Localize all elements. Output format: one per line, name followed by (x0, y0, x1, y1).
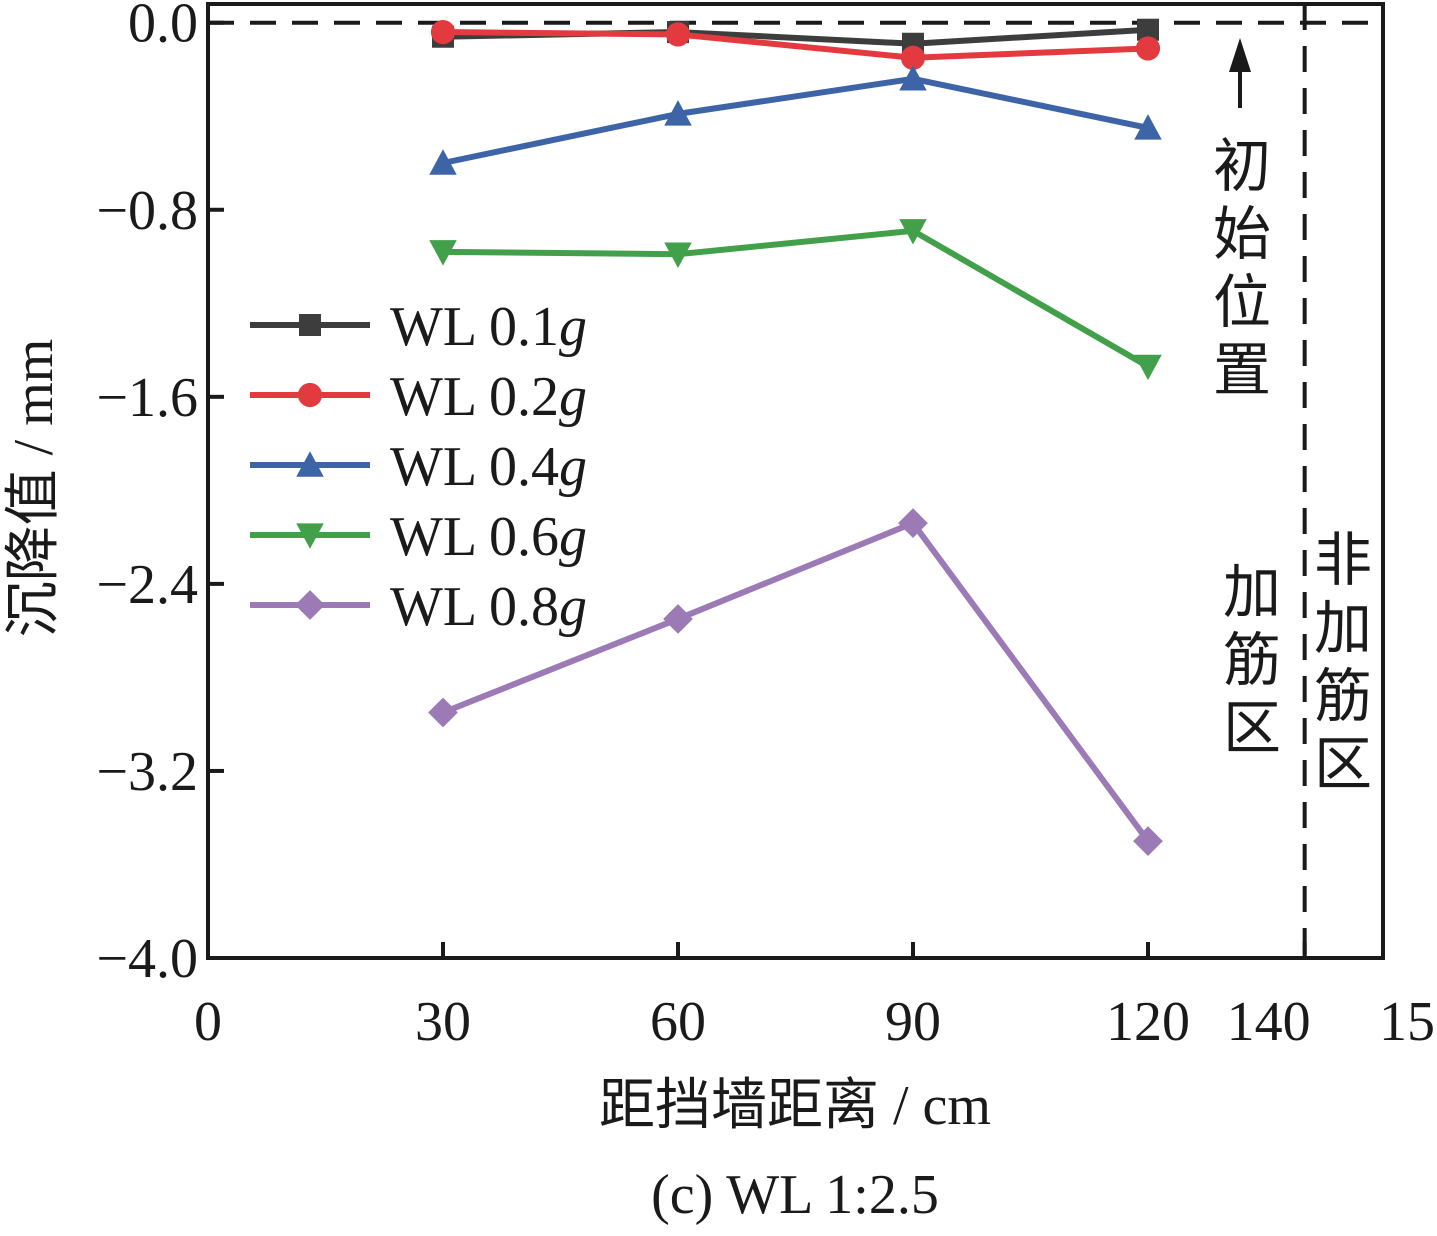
y-axis-title: 沉降值 / mm (3, 339, 65, 638)
legend-marker (296, 523, 324, 549)
series-line (441, 520, 1151, 843)
data-point (1135, 36, 1161, 61)
data-point (1134, 354, 1162, 381)
data-point (1137, 18, 1159, 41)
legend-entry: WL 0.4g (250, 436, 587, 498)
initial-position-label: 初始位置 (1213, 134, 1271, 403)
y-tick-label: −1.6 (96, 367, 198, 429)
arrow-up-icon (1229, 38, 1251, 72)
reference-lines (208, 4, 1383, 958)
data-point (428, 697, 458, 728)
data-point (1134, 114, 1162, 140)
y-tick-label: −3.2 (96, 741, 198, 803)
data-point (663, 604, 693, 634)
series-line (442, 29, 1149, 61)
legend-label: WL 0.6g (390, 506, 587, 568)
y-tick-label: −0.8 (96, 180, 198, 242)
series-wl-0-8 (428, 508, 1163, 856)
legend-entry: WL 0.2g (250, 366, 587, 428)
plot-frame (206, 2, 1385, 960)
x-axis: 0 30 60 90 120 140 150 (194, 942, 1437, 1053)
legend-entry: WL 0.6g (250, 506, 587, 568)
series-wl-0-6 (429, 219, 1162, 381)
x-tick-label: 120 (1106, 991, 1190, 1053)
series-wl-0-4 (429, 65, 1162, 175)
initial-position-annotation: 初始位置 (1213, 38, 1271, 403)
x-tick-label: 0 (194, 991, 222, 1053)
data-point (430, 19, 456, 45)
unreinforced-zone-label: 非加筋区 (1314, 528, 1372, 797)
legend-entry: WL 0.8g (250, 576, 587, 638)
reinforced-zone-label: 加筋区 (1223, 560, 1281, 761)
legend-marker (299, 314, 321, 336)
legend-label: WL 0.4g (390, 436, 587, 498)
legend-marker (295, 590, 325, 620)
x-tick-label: 60 (650, 991, 706, 1053)
legend-label: WL 0.1g (390, 296, 587, 358)
data-point (899, 219, 927, 245)
y-tick-label: 0.0 (128, 0, 198, 55)
y-axis: 0.0 −0.8 −1.6 −2.4 −3.2 −4.0 (96, 0, 224, 990)
data-point (429, 149, 457, 175)
y-tick-label: −4.0 (96, 928, 198, 990)
data-point (1133, 826, 1163, 856)
data-point (899, 65, 927, 91)
legend-label: WL 0.2g (390, 366, 587, 428)
series-line (442, 75, 1149, 166)
x-tick-label: 150 (1379, 991, 1437, 1053)
legend-marker (296, 451, 324, 477)
legend-entry: WL 0.1g (250, 296, 587, 358)
legend: WL 0.1g WL 0.2g WL 0.4g WL 0.6g WL 0.8g (250, 296, 587, 638)
data-point (429, 240, 457, 266)
data-point (664, 100, 692, 126)
series-wl-0-2 (430, 19, 1161, 70)
data-point (665, 22, 691, 47)
figure-caption: (c) WL 1:2.5 (651, 1164, 939, 1226)
legend-marker (297, 382, 323, 408)
data-point (898, 508, 928, 538)
x-tick-label: 90 (885, 991, 941, 1053)
x-axis-title: 距挡墙距离 / cm (599, 1075, 991, 1137)
x-tick-label: 30 (415, 991, 471, 1053)
data-point (664, 242, 692, 268)
series-layer (428, 18, 1163, 856)
data-point (900, 45, 926, 70)
y-tick-label: −2.4 (96, 554, 198, 616)
legend-label: WL 0.8g (390, 576, 587, 638)
series-line (442, 227, 1150, 370)
x-tick-label: 140 (1227, 991, 1311, 1053)
